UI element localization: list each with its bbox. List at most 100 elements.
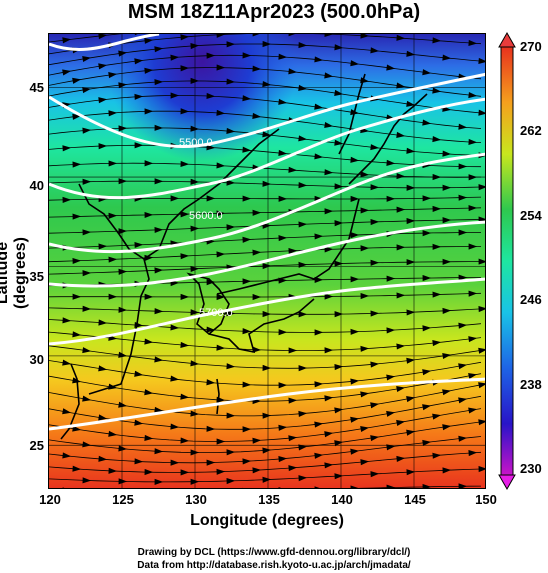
- flow-arrow: [298, 410, 308, 418]
- flow-arrow: [118, 401, 128, 408]
- flow-arrow: [360, 345, 370, 352]
- flow-arrow: [422, 325, 432, 332]
- flow-arrow: [252, 249, 262, 256]
- flow-arrow: [360, 425, 370, 433]
- flow-arrow: [82, 441, 92, 448]
- flow-arrow: [180, 469, 190, 476]
- flow-arrow: [206, 195, 216, 202]
- flow-arrow: [144, 434, 154, 441]
- colorbar-tick: 262: [520, 123, 542, 138]
- flow-arrow: [108, 110, 118, 117]
- flow-arrow: [334, 220, 344, 227]
- flow-arrow: [242, 278, 252, 285]
- flow-arrow: [118, 478, 128, 485]
- flow-arrow: [206, 425, 216, 432]
- flow-arrow: [72, 77, 82, 84]
- flow-arrow: [370, 144, 380, 151]
- flow-arrow: [360, 459, 370, 466]
- flow-arrow: [442, 307, 452, 314]
- flow-arrow: [242, 487, 252, 488]
- flow-arrow: [206, 92, 216, 100]
- flow-arrow: [442, 424, 452, 431]
- y-tick: 35: [29, 269, 44, 284]
- flow-arrow: [350, 328, 360, 335]
- streamline: [49, 246, 481, 263]
- flow-arrow: [144, 67, 154, 74]
- streamline: [49, 451, 482, 473]
- flow-arrow: [468, 373, 478, 380]
- flow-arrow: [468, 138, 478, 146]
- flow-arrow: [118, 306, 128, 313]
- flow-arrow: [180, 393, 190, 400]
- flow-arrow: [278, 195, 288, 202]
- flow-arrow: [314, 153, 324, 160]
- flow-arrow: [396, 82, 406, 89]
- flow-arrow: [478, 347, 485, 354]
- flow-arrow: [118, 351, 128, 358]
- flow-arrow: [108, 256, 118, 263]
- flow-arrow: [334, 260, 344, 267]
- flow-arrow: [144, 389, 154, 396]
- flow-arrow: [278, 149, 288, 157]
- flow-arrow: [350, 156, 360, 163]
- flow-arrow: [324, 347, 334, 354]
- flow-arrow: [72, 113, 82, 120]
- flow-arrow: [288, 247, 298, 255]
- flow-arrow: [170, 195, 180, 202]
- flow-arrow: [262, 180, 272, 187]
- flow-arrow: [432, 87, 442, 94]
- flow-arrow: [314, 329, 324, 336]
- flow-arrow: [314, 103, 324, 110]
- flow-arrow: [180, 437, 190, 444]
- flow-arrow: [334, 89, 344, 96]
- streamline: [49, 144, 482, 168]
- flow-arrow: [442, 467, 452, 474]
- flow-arrow: [180, 160, 190, 168]
- flow-arrow: [478, 419, 485, 426]
- flow-arrow: [350, 416, 360, 423]
- colorbar-tick: 246: [520, 292, 542, 307]
- flow-arrow: [360, 293, 370, 300]
- flow-arrow: [154, 226, 164, 234]
- flow-arrow: [298, 475, 308, 482]
- flow-arrow: [252, 437, 262, 444]
- flow-arrow: [324, 34, 334, 37]
- flow-arrow: [324, 169, 334, 176]
- flow-arrow: [298, 221, 308, 228]
- flow-arrow: [108, 467, 118, 474]
- flow-arrow: [432, 37, 442, 44]
- flow-arrow: [458, 123, 468, 130]
- x-tick: 145: [404, 492, 426, 507]
- flow-arrow: [170, 375, 180, 382]
- flow-arrow: [288, 397, 298, 404]
- flow-arrow: [98, 319, 108, 326]
- x-tick: 120: [39, 492, 61, 507]
- flow-arrow: [72, 161, 82, 168]
- flow-arrow: [226, 224, 236, 231]
- flow-arrow: [324, 246, 334, 253]
- flow-arrow: [478, 109, 485, 116]
- streamline: [49, 232, 482, 249]
- map-plot-area: 5500.0 5600.0 5700.0: [48, 33, 486, 489]
- flow-arrow: [468, 407, 478, 414]
- flow-arrow: [82, 55, 92, 63]
- flow-arrow: [144, 108, 154, 115]
- flow-arrow: [334, 44, 344, 51]
- flow-arrow: [82, 178, 92, 185]
- flow-arrow: [108, 72, 118, 79]
- flow-arrow: [478, 382, 485, 389]
- flow-arrow: [206, 459, 216, 466]
- flow-arrow: [314, 233, 324, 240]
- flow-arrow: [72, 213, 82, 220]
- flow-arrow: [216, 438, 226, 445]
- flow-arrow: [386, 484, 396, 488]
- flow-arrow: [350, 448, 360, 455]
- flow-arrow: [170, 324, 180, 331]
- flow-arrow: [432, 291, 442, 298]
- flow-arrow: [226, 477, 236, 485]
- flow-arrow: [386, 410, 396, 417]
- flow-arrow: [324, 72, 334, 79]
- flow-arrow: [324, 395, 334, 402]
- flow-arrow: [118, 228, 128, 235]
- flow-arrow: [180, 34, 190, 41]
